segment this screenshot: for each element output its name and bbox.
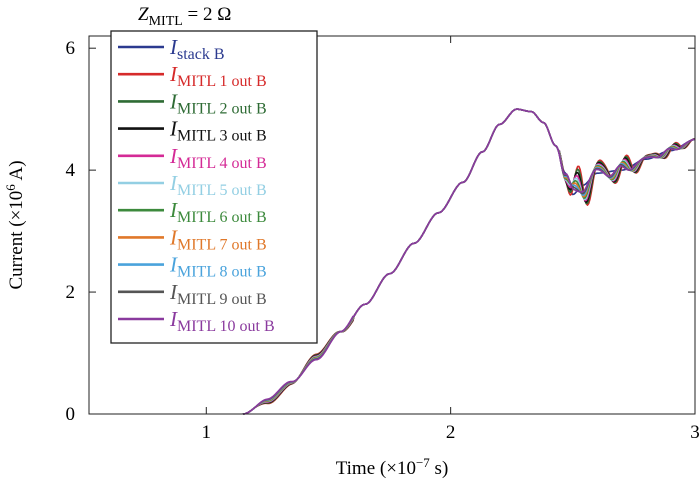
legend-label: IMITL 5 out B [169,171,267,199]
series-line [242,108,696,415]
legend-label: Istack B [169,35,225,63]
y-tick-label: 0 [66,404,76,425]
x-tick-label: 3 [690,422,700,443]
chart-title-main: Z [138,4,149,25]
x-tick-label: 2 [446,422,456,443]
legend-label: IMITL 1 out B [169,62,267,90]
plot-frame [88,35,696,415]
legend-label: IMITL 7 out B [169,225,267,253]
x-axis-label: Time (×10−7 s) [336,455,449,479]
y-axis-label: Current (×106 A) [3,160,27,289]
legend-label: IMITL 4 out B [169,144,267,172]
y-tick-label: 2 [66,282,76,303]
legend-label: IMITL 10 out B [169,307,275,335]
chart-title: ZMITL = 2 Ω [138,4,231,29]
y-tick-label: 6 [66,38,76,59]
legend-label: IMITL 8 out B [169,253,267,281]
y-tick-label: 4 [66,160,76,181]
chart-title-sub: MITL [149,14,183,29]
x-axis-label-post: s) [430,458,448,479]
x-axis-label-sup: −7 [416,455,430,470]
x-axis-label-pre: Time (×10 [336,458,416,479]
chart-title-rest: = 2 Ω [183,4,232,25]
y-axis-label-sup: 6 [3,184,18,191]
series-layer [242,108,696,415]
legend-label: IMITL 2 out B [169,89,267,117]
legend-label: IMITL 9 out B [169,280,267,308]
y-axis-label-post: A) [6,160,27,184]
x-tick-label: 1 [202,422,212,443]
y-axis-label-pre: Current (×10 [6,191,27,290]
legend-label: IMITL 3 out B [169,117,267,145]
legend-label: IMITL 6 out B [169,198,267,226]
